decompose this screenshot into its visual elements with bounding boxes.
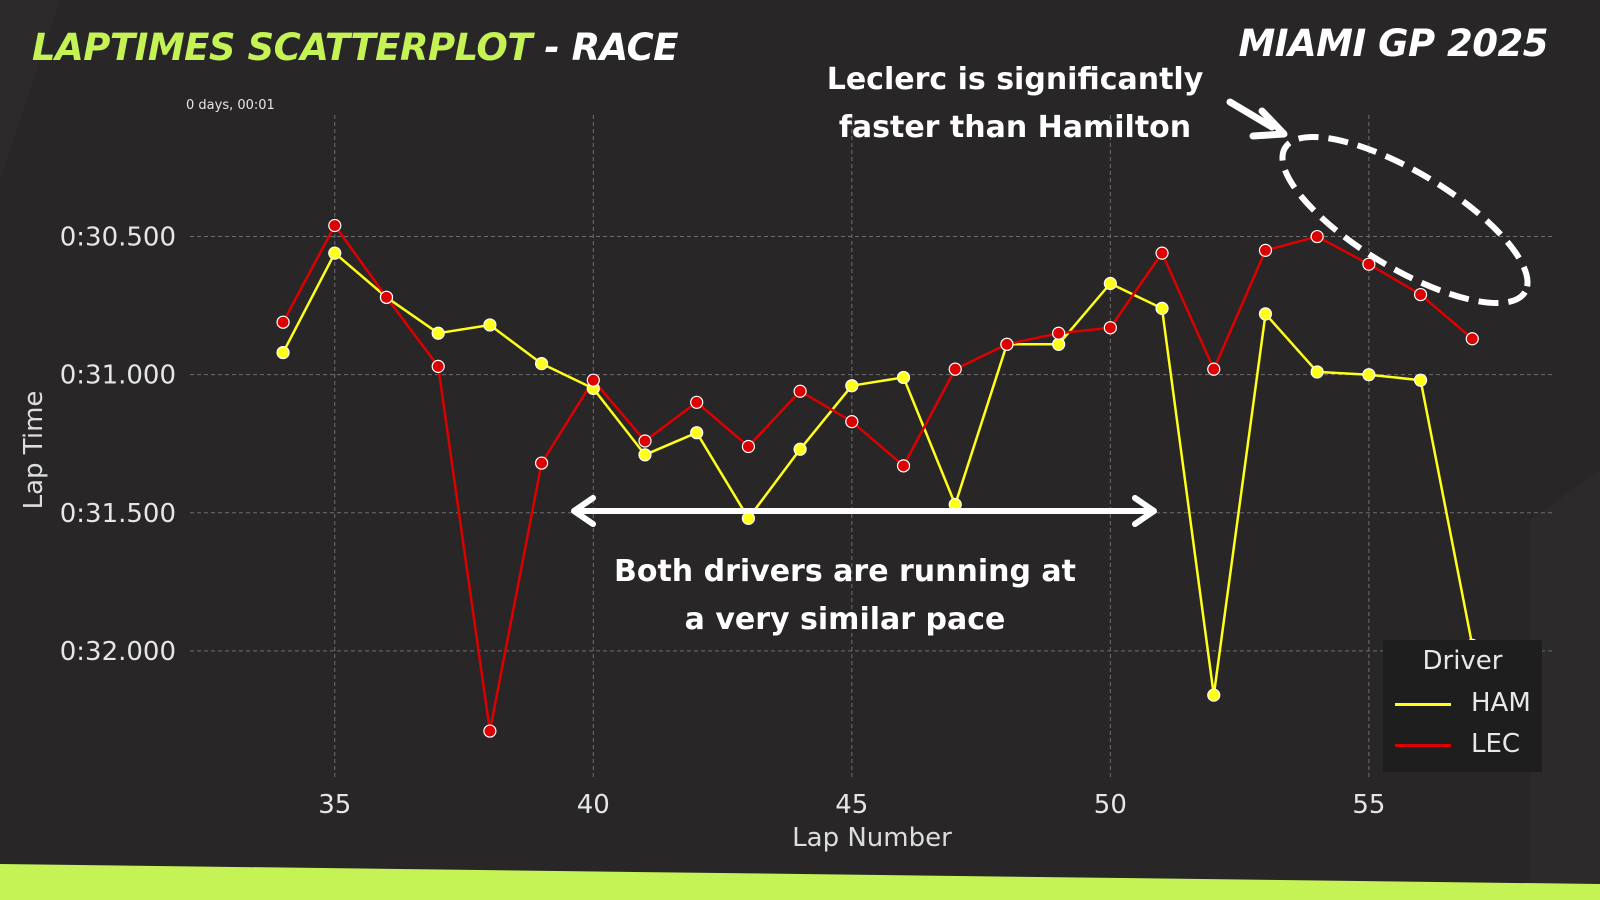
data-point-ham xyxy=(845,379,859,393)
leclerc-highlight-ellipse xyxy=(1279,133,1531,307)
pace-annotation: Both drivers are running at a very simil… xyxy=(600,548,1090,644)
data-point-ham xyxy=(328,246,342,260)
pace-arrow-left-head xyxy=(571,495,596,527)
data-point-lec xyxy=(586,373,600,387)
chart-legend: Driver HAM LEC xyxy=(1383,640,1542,772)
data-point-lec xyxy=(1362,257,1376,271)
data-series xyxy=(276,218,1479,738)
leclerc-arrow-head xyxy=(1249,107,1288,140)
y-tick-label: 0:32.000 xyxy=(60,637,176,667)
data-point-lec xyxy=(638,434,652,448)
event-title: MIAMI GP 2025 xyxy=(1238,22,1548,65)
pace-arrow-right-head xyxy=(1132,495,1157,527)
data-point-lec xyxy=(948,362,962,376)
x-tick-label: 50 xyxy=(1094,790,1127,820)
x-axis-label: Lap Number xyxy=(792,823,952,853)
data-point-ham xyxy=(1207,688,1221,702)
data-point-ham xyxy=(1155,301,1169,315)
legend-title: Driver xyxy=(1422,646,1503,676)
data-point-ham xyxy=(431,326,445,340)
leclerc-annotation-graphics xyxy=(1226,98,1531,307)
data-point-lec xyxy=(1310,229,1324,244)
leclerc-annotation-line1: Leclerc is significantly xyxy=(826,62,1204,97)
legend-label-ham: HAM xyxy=(1471,688,1531,718)
data-point-lec xyxy=(1207,362,1221,376)
data-point-ham xyxy=(793,442,807,456)
series-line-ham xyxy=(281,251,1474,697)
data-point-ham xyxy=(741,511,756,525)
data-point-lec xyxy=(1413,287,1428,302)
data-point-ham xyxy=(276,345,290,360)
data-point-ham xyxy=(690,426,704,440)
legend-label-lec: LEC xyxy=(1471,729,1521,759)
data-point-ham xyxy=(1362,368,1376,382)
y-tick-label: 0:31.000 xyxy=(60,361,176,391)
data-point-lec xyxy=(741,439,756,454)
data-point-lec xyxy=(1465,332,1479,346)
pace-annotation-graphics xyxy=(571,495,1157,527)
data-point-lec xyxy=(1258,243,1273,257)
legend-swatch-lec xyxy=(1395,744,1451,747)
data-point-ham xyxy=(1103,276,1117,291)
data-point-lec xyxy=(534,456,549,470)
data-point-ham xyxy=(1052,337,1066,351)
data-point-ham xyxy=(638,448,652,462)
data-point-lec xyxy=(690,395,704,409)
data-point-lec xyxy=(793,384,807,398)
data-point-lec xyxy=(845,415,859,429)
leclerc-arrow-shaft xyxy=(1226,98,1276,131)
data-point-lec xyxy=(1103,321,1117,335)
x-tick-label: 35 xyxy=(318,790,351,820)
page-title: LAPTIMES SCATTERPLOT - RACE xyxy=(32,26,679,69)
data-point-lec xyxy=(1000,337,1014,351)
data-point-ham xyxy=(1258,307,1273,321)
data-point-ham xyxy=(534,357,549,371)
x-tick-label: 45 xyxy=(835,790,868,820)
data-point-ham xyxy=(896,370,911,385)
title-accent: LAPTIMES SCATTERPLOT xyxy=(32,26,533,69)
data-point-lec xyxy=(276,315,290,329)
data-point-lec xyxy=(483,724,497,738)
data-point-lec xyxy=(896,459,911,473)
y-axis-label: Lap Time xyxy=(19,391,49,510)
x-tick-label: 55 xyxy=(1352,790,1385,820)
x-tick-label: 40 xyxy=(577,790,610,820)
title-rest: - RACE xyxy=(532,26,679,69)
data-point-lec xyxy=(328,218,342,233)
series-line-lec xyxy=(281,224,1474,733)
grid-lines xyxy=(190,115,1555,778)
legend-swatch-ham xyxy=(1395,703,1451,706)
data-point-lec xyxy=(379,290,394,304)
y-tick-label: 0:31.500 xyxy=(60,499,176,529)
leclerc-annotation: Leclerc is significantly faster than Ham… xyxy=(815,56,1215,152)
pace-annotation-line1: Both drivers are running at xyxy=(613,554,1076,589)
data-point-lec xyxy=(431,359,445,373)
data-point-ham xyxy=(1310,365,1324,379)
data-point-ham xyxy=(483,318,497,332)
leclerc-annotation-line2: faster than Hamilton xyxy=(838,110,1192,145)
data-point-lec xyxy=(1155,246,1169,260)
y-tick-label: 0:30.500 xyxy=(60,223,176,253)
axis-offset-label: 0 days, 00:01 xyxy=(186,98,275,113)
data-point-ham xyxy=(1413,373,1428,387)
pace-annotation-line2: a very similar pace xyxy=(684,602,1006,637)
axis-ticks: 35 40 45 50 55 0:30.500 0:31.000 0:31.500 0:32.0… xyxy=(60,223,1386,820)
data-point-lec xyxy=(1052,326,1066,340)
